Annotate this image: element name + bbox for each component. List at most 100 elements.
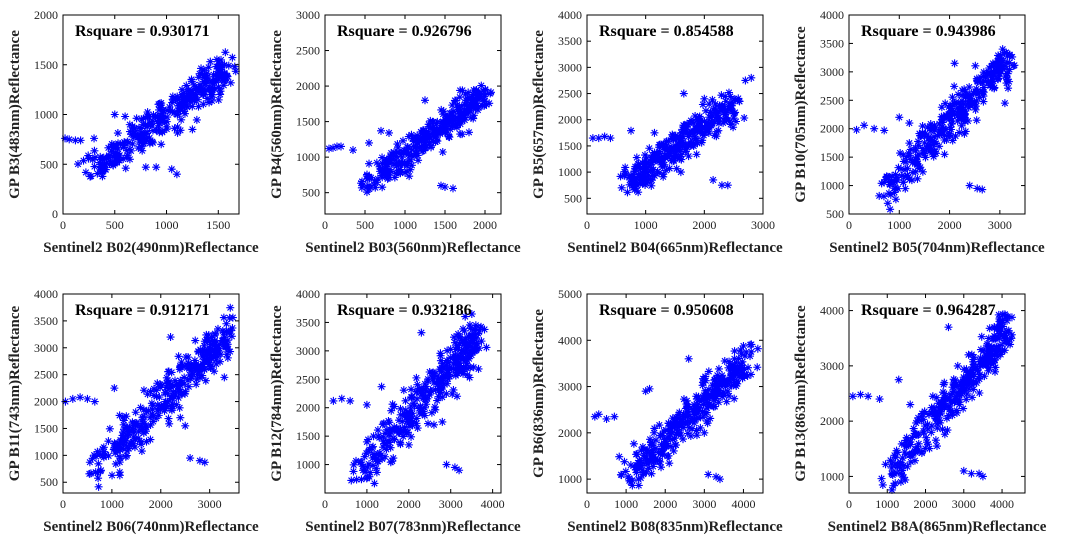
data-point <box>680 122 689 131</box>
data-point <box>453 100 462 109</box>
data-point <box>214 95 223 104</box>
data-point <box>182 102 191 111</box>
data-point <box>610 412 619 421</box>
data-point <box>458 367 467 376</box>
data-point <box>401 168 409 177</box>
data-point <box>952 395 961 404</box>
data-point <box>212 62 221 71</box>
data-point <box>1005 58 1014 67</box>
data-point <box>639 451 648 460</box>
axes-frame <box>324 14 502 215</box>
y-tick-label: 1500 <box>296 429 320 443</box>
data-point <box>124 444 133 453</box>
data-point <box>174 393 183 402</box>
data-point <box>202 348 211 357</box>
data-point <box>90 134 99 143</box>
data-point <box>727 371 736 380</box>
data-point <box>218 61 227 70</box>
data-point <box>393 140 402 149</box>
data-point <box>963 389 972 398</box>
data-point <box>209 84 218 93</box>
data-point <box>186 454 195 463</box>
data-point <box>417 142 426 151</box>
data-point <box>921 444 930 453</box>
scatter-panel-5: 0 1000 2000 3000 500 1000 1500 2000 2500 3000 3500… <box>7 287 259 535</box>
data-point <box>981 73 990 82</box>
data-point <box>738 357 747 366</box>
data-point <box>969 369 978 378</box>
data-point <box>425 138 434 147</box>
data-point <box>470 339 479 348</box>
data-point <box>121 164 130 173</box>
scatter-panel-1: 0 500 1000 1500 0 500 1000 1500 2000 Rsquare = 0.… <box>7 8 259 256</box>
data-point <box>164 367 173 376</box>
x-tick-label: 1000 <box>100 497 124 511</box>
data-point <box>205 362 214 371</box>
data-point <box>443 112 452 121</box>
data-point <box>713 371 722 380</box>
y-tick-label: 2500 <box>558 87 582 101</box>
data-point <box>433 396 442 405</box>
data-point <box>163 113 172 122</box>
data-point <box>204 330 213 339</box>
data-point <box>919 415 928 424</box>
data-point <box>406 165 415 174</box>
y-tick-label: 3000 <box>558 380 582 394</box>
data-point <box>146 413 155 422</box>
data-point <box>692 431 701 440</box>
data-point <box>467 310 476 319</box>
data-point <box>953 361 962 370</box>
data-point <box>200 341 209 350</box>
data-point <box>998 318 1007 327</box>
data-point <box>477 81 486 90</box>
data-point <box>438 119 447 128</box>
data-point <box>1005 50 1014 59</box>
data-point <box>626 461 635 470</box>
data-point <box>925 142 934 151</box>
data-point <box>210 329 219 338</box>
data-point <box>379 419 388 428</box>
data-point <box>648 171 657 180</box>
y-tick-label: 2000 <box>820 122 844 136</box>
data-point <box>446 125 455 134</box>
data-point <box>747 347 756 356</box>
data-point <box>702 404 711 413</box>
data-point <box>438 147 447 156</box>
data-point <box>893 448 902 457</box>
data-point <box>979 88 988 97</box>
data-point <box>122 412 131 421</box>
data-point <box>711 394 720 403</box>
data-point <box>166 333 175 342</box>
data-point <box>382 168 391 177</box>
data-point <box>992 342 1001 351</box>
data-point <box>674 428 683 437</box>
y-axis-label: GP B5(657nm)Reflectance <box>531 30 547 199</box>
data-point <box>985 350 994 359</box>
data-point <box>139 114 148 123</box>
data-point <box>642 158 651 167</box>
data-point <box>429 378 438 387</box>
data-point <box>647 469 656 478</box>
data-point <box>650 428 659 437</box>
data-point <box>210 78 219 87</box>
scatter-points <box>852 45 1019 214</box>
data-point <box>1005 77 1014 86</box>
data-point <box>76 136 85 145</box>
data-point <box>679 395 688 404</box>
data-point <box>901 165 910 174</box>
y-tick-label: 1000 <box>296 458 320 472</box>
data-point <box>940 150 949 159</box>
data-point <box>88 155 97 164</box>
data-point <box>443 346 452 355</box>
data-point <box>737 366 746 375</box>
data-point <box>633 465 642 474</box>
data-point <box>146 435 155 444</box>
data-point <box>952 98 961 107</box>
data-point <box>362 474 371 483</box>
data-point <box>641 387 650 396</box>
data-point <box>132 114 141 123</box>
data-point <box>432 119 441 128</box>
data-point <box>93 468 102 477</box>
data-point <box>910 456 919 465</box>
data-point <box>883 172 892 181</box>
